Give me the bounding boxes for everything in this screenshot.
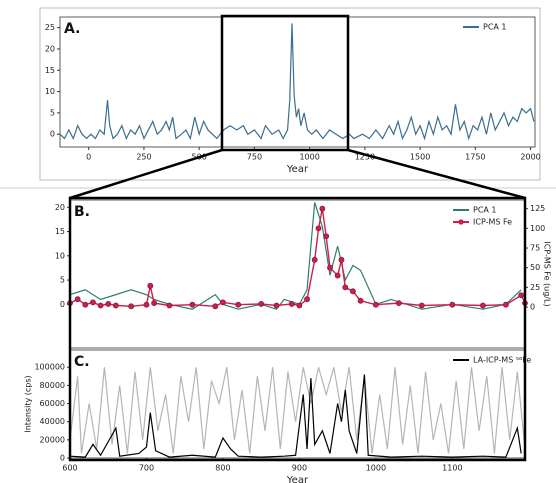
x-tick-label: 1750 xyxy=(465,153,485,162)
x-axis-label: Year xyxy=(286,164,309,175)
marker xyxy=(395,300,402,307)
series-line xyxy=(69,374,522,458)
zoom-box xyxy=(220,14,350,152)
y-tick-label: 100000 xyxy=(34,363,65,372)
marker xyxy=(334,272,341,279)
y-tick-label: 40000 xyxy=(40,417,65,426)
y2-tick-label: 125 xyxy=(530,204,545,213)
legend-label: LA-ICP-MS ⁵⁶Fe xyxy=(473,356,531,365)
marker xyxy=(338,256,345,263)
y-tick-label: 20000 xyxy=(40,435,65,444)
y-tick-label: 0 xyxy=(60,454,65,463)
panel-label: C. xyxy=(74,354,90,370)
y2-tick-label: 0 xyxy=(530,303,535,312)
marker xyxy=(90,299,96,306)
x-tick-label: 1100 xyxy=(442,464,462,473)
x-tick-label: 800 xyxy=(215,464,230,473)
marker xyxy=(319,205,326,212)
marker xyxy=(304,296,310,303)
marker xyxy=(288,301,295,307)
marker xyxy=(449,301,456,308)
marker xyxy=(97,302,104,309)
marker xyxy=(166,302,173,309)
y-tick-label: 20 xyxy=(45,44,55,53)
y-tick-label: 10 xyxy=(45,87,55,96)
legend-marker xyxy=(458,219,464,225)
marker xyxy=(357,297,364,304)
x-tick-label: 250 xyxy=(136,153,151,162)
marker xyxy=(235,301,242,308)
panel-a-frame xyxy=(39,7,541,181)
zoom-frame xyxy=(68,196,527,462)
y-tick-label: 5 xyxy=(60,276,65,285)
marker xyxy=(296,302,303,309)
x-tick-label: 600 xyxy=(62,464,77,473)
marker xyxy=(342,284,349,291)
zoom-connector xyxy=(347,148,526,200)
series-line xyxy=(69,202,522,310)
marker xyxy=(212,303,219,310)
marker xyxy=(480,302,486,309)
marker xyxy=(323,233,330,240)
x-axis-label: Year xyxy=(286,475,309,483)
marker xyxy=(151,300,158,307)
x-tick-label: 750 xyxy=(247,153,262,162)
y2-tick-label: 25 xyxy=(530,283,540,292)
x-tick-label: 2000 xyxy=(520,153,540,162)
marker xyxy=(327,264,333,271)
y-tick-label: 10 xyxy=(55,251,65,260)
marker xyxy=(220,299,226,306)
marker xyxy=(502,301,509,308)
series-line xyxy=(69,367,526,454)
x-tick-label: 1500 xyxy=(410,153,430,162)
y-tick-label: 25 xyxy=(45,23,55,32)
marker xyxy=(418,302,425,309)
x-tick-label: 1000 xyxy=(366,464,386,473)
marker xyxy=(82,301,89,308)
marker xyxy=(518,292,525,299)
y-tick-label: 5 xyxy=(50,108,55,117)
plots: 0510152025025050075010001250150017502000… xyxy=(24,16,552,483)
y-tick-label: 0 xyxy=(60,300,65,309)
zoom-connector xyxy=(69,148,223,200)
x-tick-label: 1000 xyxy=(299,153,319,162)
plot-area xyxy=(59,16,536,148)
x-tick-label: 900 xyxy=(292,464,307,473)
series-line xyxy=(59,23,535,141)
marker xyxy=(311,256,318,263)
y-tick-label: 15 xyxy=(45,66,55,75)
marker xyxy=(147,282,154,289)
marker xyxy=(128,303,135,310)
x-tick-label: 0 xyxy=(86,153,91,162)
y-tick-label: 15 xyxy=(55,227,65,236)
y2-tick-label: 75 xyxy=(530,244,540,253)
marker xyxy=(273,302,280,309)
panel-label: A. xyxy=(64,21,80,37)
legend-label: ICP-MS Fe xyxy=(473,218,512,227)
marker xyxy=(189,301,196,308)
marker xyxy=(258,301,265,307)
y2-tick-label: 100 xyxy=(530,224,545,233)
x-tick-label: 700 xyxy=(139,464,154,473)
marker xyxy=(112,302,119,309)
y2-axis-label: ICP-MS Fe (ug/L) xyxy=(543,241,552,306)
legend-label: PCA 1 xyxy=(473,206,497,215)
y-tick-label: 80000 xyxy=(40,381,65,390)
panel-label: B. xyxy=(74,204,90,220)
marker xyxy=(315,225,322,232)
marker xyxy=(350,288,356,295)
marker xyxy=(105,301,112,307)
y-tick-label: 60000 xyxy=(40,399,65,408)
marker xyxy=(74,296,81,303)
x-tick-label: 1250 xyxy=(355,153,375,162)
legend-label: PCA 1 xyxy=(483,23,507,32)
y-tick-label: 20 xyxy=(55,203,65,212)
y2-tick-label: 50 xyxy=(530,263,540,272)
marker xyxy=(372,301,379,308)
y-axis-label: Intensity (cps) xyxy=(24,375,33,432)
marker xyxy=(143,301,150,308)
y-tick-label: 0 xyxy=(50,130,55,139)
